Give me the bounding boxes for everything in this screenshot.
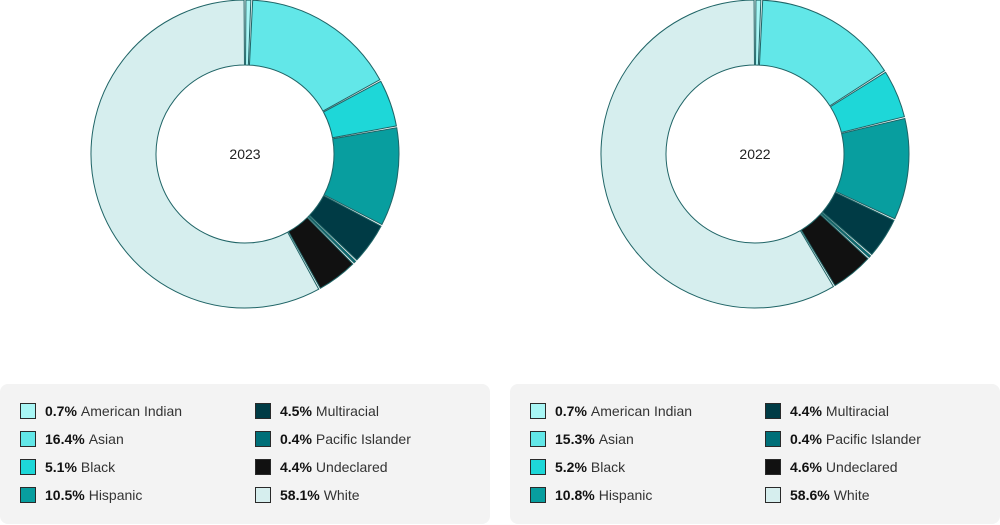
slice-hispanic[interactable] xyxy=(835,117,910,220)
legend-label: Hispanic xyxy=(88,487,143,503)
legend-label: Undeclared xyxy=(825,459,898,475)
legend-value: 10.8% xyxy=(555,487,595,503)
chart-center-label: 2023 xyxy=(229,146,260,162)
legend-item-pacific-islander: 0.4% Pacific Islander xyxy=(255,429,411,449)
legend-item-multiracial: 4.5% Multiracial xyxy=(255,401,379,421)
legend-item-american-indian: 0.7% American Indian xyxy=(20,401,182,421)
legend-value: 10.5% xyxy=(45,487,85,503)
legend-value: 58.1% xyxy=(280,487,320,503)
legend-label: Black xyxy=(590,459,626,475)
legend-swatch xyxy=(255,403,271,419)
slice-undeclared[interactable] xyxy=(800,213,869,287)
slice-american-indian[interactable] xyxy=(755,0,762,66)
slice-undeclared[interactable] xyxy=(287,216,354,289)
legend-swatch xyxy=(255,487,271,503)
legend-swatch xyxy=(530,403,546,419)
legend-swatch xyxy=(20,459,36,475)
legend-swatch xyxy=(530,459,546,475)
legend-value: 0.7% xyxy=(555,403,587,419)
legend-item-asian: 15.3% Asian xyxy=(530,429,634,449)
slice-american-indian[interactable] xyxy=(245,0,252,66)
legend-swatch xyxy=(20,487,36,503)
legend-label: White xyxy=(833,487,870,503)
legend-label: Pacific Islander xyxy=(825,431,921,447)
legend-item-pacific-islander: 0.4% Pacific Islander xyxy=(765,429,921,449)
legend-item-white: 58.6% White xyxy=(765,485,870,505)
legend-item-multiracial: 4.4% Multiracial xyxy=(765,401,889,421)
legend-swatch xyxy=(765,431,781,447)
legend-value: 5.2% xyxy=(555,459,587,475)
slice-black[interactable] xyxy=(322,80,398,139)
legend-label: Multiracial xyxy=(315,403,379,419)
slice-asian[interactable] xyxy=(758,0,886,107)
donut-chart-2022: 2022 xyxy=(510,0,1000,340)
slice-asian[interactable] xyxy=(248,0,381,112)
legend-2022: 0.7% American Indian 15.3% Asian 5.2% Black 10… xyxy=(510,384,1000,524)
legend-value: 5.1% xyxy=(45,459,77,475)
slice-pacific-islander[interactable] xyxy=(820,212,872,259)
legend-value: 4.5% xyxy=(280,403,312,419)
legend-swatch xyxy=(765,403,781,419)
legend-label: Multiracial xyxy=(825,403,889,419)
donut-chart-2023: 2023 xyxy=(0,0,500,340)
legend-value: 16.4% xyxy=(45,431,85,447)
legend-2023: 0.7% American Indian 16.4% Asian 5.1% Black 10… xyxy=(0,384,490,524)
legend-label: White xyxy=(323,487,360,503)
legend-item-hispanic: 10.5% Hispanic xyxy=(20,485,142,505)
legend-label: Black xyxy=(80,459,116,475)
legend-value: 58.6% xyxy=(790,487,830,503)
legend-value: 15.3% xyxy=(555,431,595,447)
legend-label: Undeclared xyxy=(315,459,388,475)
legend-value: 0.7% xyxy=(45,403,77,419)
legend-swatch xyxy=(255,459,271,475)
legend-swatch xyxy=(20,403,36,419)
legend-swatch xyxy=(530,487,546,503)
legend-swatch xyxy=(20,431,36,447)
slice-multiracial[interactable] xyxy=(821,191,895,256)
legend-swatch xyxy=(255,431,271,447)
legend-value: 4.4% xyxy=(280,459,312,475)
legend-swatch xyxy=(530,431,546,447)
legend-value: 0.4% xyxy=(790,431,822,447)
legend-swatch xyxy=(765,487,781,503)
legend-item-hispanic: 10.8% Hispanic xyxy=(530,485,652,505)
legend-item-american-indian: 0.7% American Indian xyxy=(530,401,692,421)
chart-center-label: 2022 xyxy=(739,146,770,162)
donut-svg: 2022 xyxy=(600,0,910,309)
legend-label: Pacific Islander xyxy=(315,431,411,447)
slice-white[interactable] xyxy=(90,0,320,309)
legend-value: 0.4% xyxy=(280,431,312,447)
slice-white[interactable] xyxy=(600,0,835,309)
legend-value: 4.6% xyxy=(790,459,822,475)
donut-svg: 2023 xyxy=(90,0,400,309)
legend-value: 4.4% xyxy=(790,403,822,419)
legend-label: Hispanic xyxy=(598,487,653,503)
legend-label: American Indian xyxy=(80,403,183,419)
legend-label: Asian xyxy=(598,431,634,447)
legend-label: Asian xyxy=(88,431,124,447)
legend-label: American Indian xyxy=(590,403,693,419)
legend-item-black: 5.2% Black xyxy=(530,457,625,477)
legend-item-undeclared: 4.6% Undeclared xyxy=(765,457,898,477)
slice-multiracial[interactable] xyxy=(308,195,382,261)
legend-item-asian: 16.4% Asian xyxy=(20,429,124,449)
slice-pacific-islander[interactable] xyxy=(307,215,357,264)
legend-swatch xyxy=(765,459,781,475)
legend-item-undeclared: 4.4% Undeclared xyxy=(255,457,388,477)
slice-hispanic[interactable] xyxy=(323,127,400,226)
legend-item-white: 58.1% White xyxy=(255,485,360,505)
slice-black[interactable] xyxy=(829,71,906,134)
legend-item-black: 5.1% Black xyxy=(20,457,115,477)
